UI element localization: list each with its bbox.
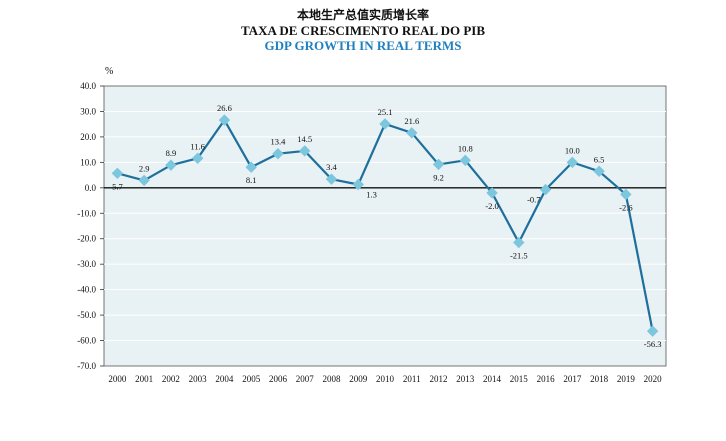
data-label: -56.3 (644, 339, 662, 349)
data-label: 2.9 (139, 163, 150, 173)
y-tick-label: -60.0 (77, 336, 96, 346)
y-tick-label: 30.0 (80, 106, 96, 116)
y-axis-unit: % (105, 66, 113, 77)
data-point (272, 148, 284, 160)
data-point (325, 173, 338, 185)
x-tick-label: 2016 (537, 374, 556, 384)
x-tick-label: 2017 (563, 374, 582, 384)
x-tick-label: 2002 (162, 374, 180, 384)
x-tick-label: 2008 (322, 374, 341, 384)
data-label: 25.1 (378, 107, 393, 117)
data-point (486, 187, 498, 199)
x-tick-label: 2014 (483, 374, 502, 384)
chart-title-zh: 本地生产总值实质增长率 (296, 8, 429, 22)
data-point (379, 118, 391, 130)
x-tick-label: 2018 (590, 374, 609, 384)
data-label: 13.4 (271, 137, 287, 147)
data-label: 21.6 (404, 116, 419, 126)
data-point (513, 236, 525, 249)
data-point (165, 159, 177, 171)
data-point (111, 167, 124, 180)
x-tick-label: 2012 (430, 374, 448, 384)
data-point (138, 174, 150, 187)
data-point (406, 127, 418, 139)
x-tick-label: 2006 (269, 374, 288, 384)
x-tick-label: 2003 (189, 374, 208, 384)
data-point (539, 183, 552, 196)
data-label: 8.9 (166, 148, 177, 158)
data-point (191, 152, 204, 164)
y-tick-label: 0.0 (85, 183, 97, 193)
data-label: 9.2 (433, 172, 444, 182)
data-point (432, 158, 445, 171)
x-tick-label: 2015 (510, 374, 529, 384)
y-tick-label: -10.0 (77, 208, 96, 218)
data-label: 10.8 (458, 143, 473, 153)
data-label: -2.0 (485, 201, 498, 211)
data-label: 8.1 (246, 175, 257, 185)
plot-area (103, 85, 667, 367)
x-tick-label: 2004 (215, 374, 234, 384)
y-tick-label: 40.0 (80, 81, 96, 91)
y-tick-label: -50.0 (77, 310, 96, 320)
x-tick-label: 2005 (242, 374, 261, 384)
data-point (620, 188, 632, 201)
x-tick-label: 2013 (456, 374, 475, 384)
data-label: -0.7 (527, 195, 540, 205)
x-tick-label: 2010 (376, 374, 395, 384)
x-tick-label: 2009 (349, 374, 368, 384)
data-label: 6.5 (594, 154, 605, 164)
data-label: 26.6 (217, 103, 232, 113)
y-tick-label: -70.0 (77, 361, 96, 371)
data-label: 3.4 (326, 162, 337, 172)
y-tick-label: 10.0 (80, 157, 96, 167)
x-tick-label: 2020 (644, 374, 663, 384)
data-label: 14.5 (297, 134, 312, 144)
y-tick-label: -40.0 (77, 285, 96, 295)
data-label: 1.3 (366, 190, 377, 200)
chart-title-pt: TAXA DE CRESCIMENTO REAL DO PIB (240, 23, 486, 38)
data-point (593, 165, 605, 177)
data-point (245, 161, 257, 173)
x-tick-label: 2011 (403, 374, 421, 384)
data-point (352, 178, 364, 191)
data-label: 11.6 (190, 141, 205, 151)
data-point (218, 114, 231, 126)
data-point (566, 156, 579, 169)
x-tick-label: 2001 (135, 374, 153, 384)
data-point (299, 145, 311, 157)
data-label: 10.0 (565, 145, 580, 155)
y-tick-label: -20.0 (77, 234, 96, 244)
x-tick-label: 2019 (617, 374, 636, 384)
data-point (459, 154, 471, 167)
chart-title-en: GDP GROWTH IN REAL TERMS (264, 38, 462, 53)
chart-titles: 本地生产总值实质增长率 TAXA DE CRESCIMENTO REAL DO … (0, 8, 726, 53)
y-tick-label: -30.0 (77, 259, 96, 269)
data-label: -21.5 (510, 251, 528, 261)
x-tick-label: 2007 (296, 374, 315, 384)
data-label: -2.6 (619, 202, 632, 212)
data-point (646, 325, 659, 337)
data-label: 5.7 (112, 181, 123, 191)
y-tick-label: 20.0 (80, 132, 96, 142)
x-tick-label: 2000 (108, 374, 127, 384)
